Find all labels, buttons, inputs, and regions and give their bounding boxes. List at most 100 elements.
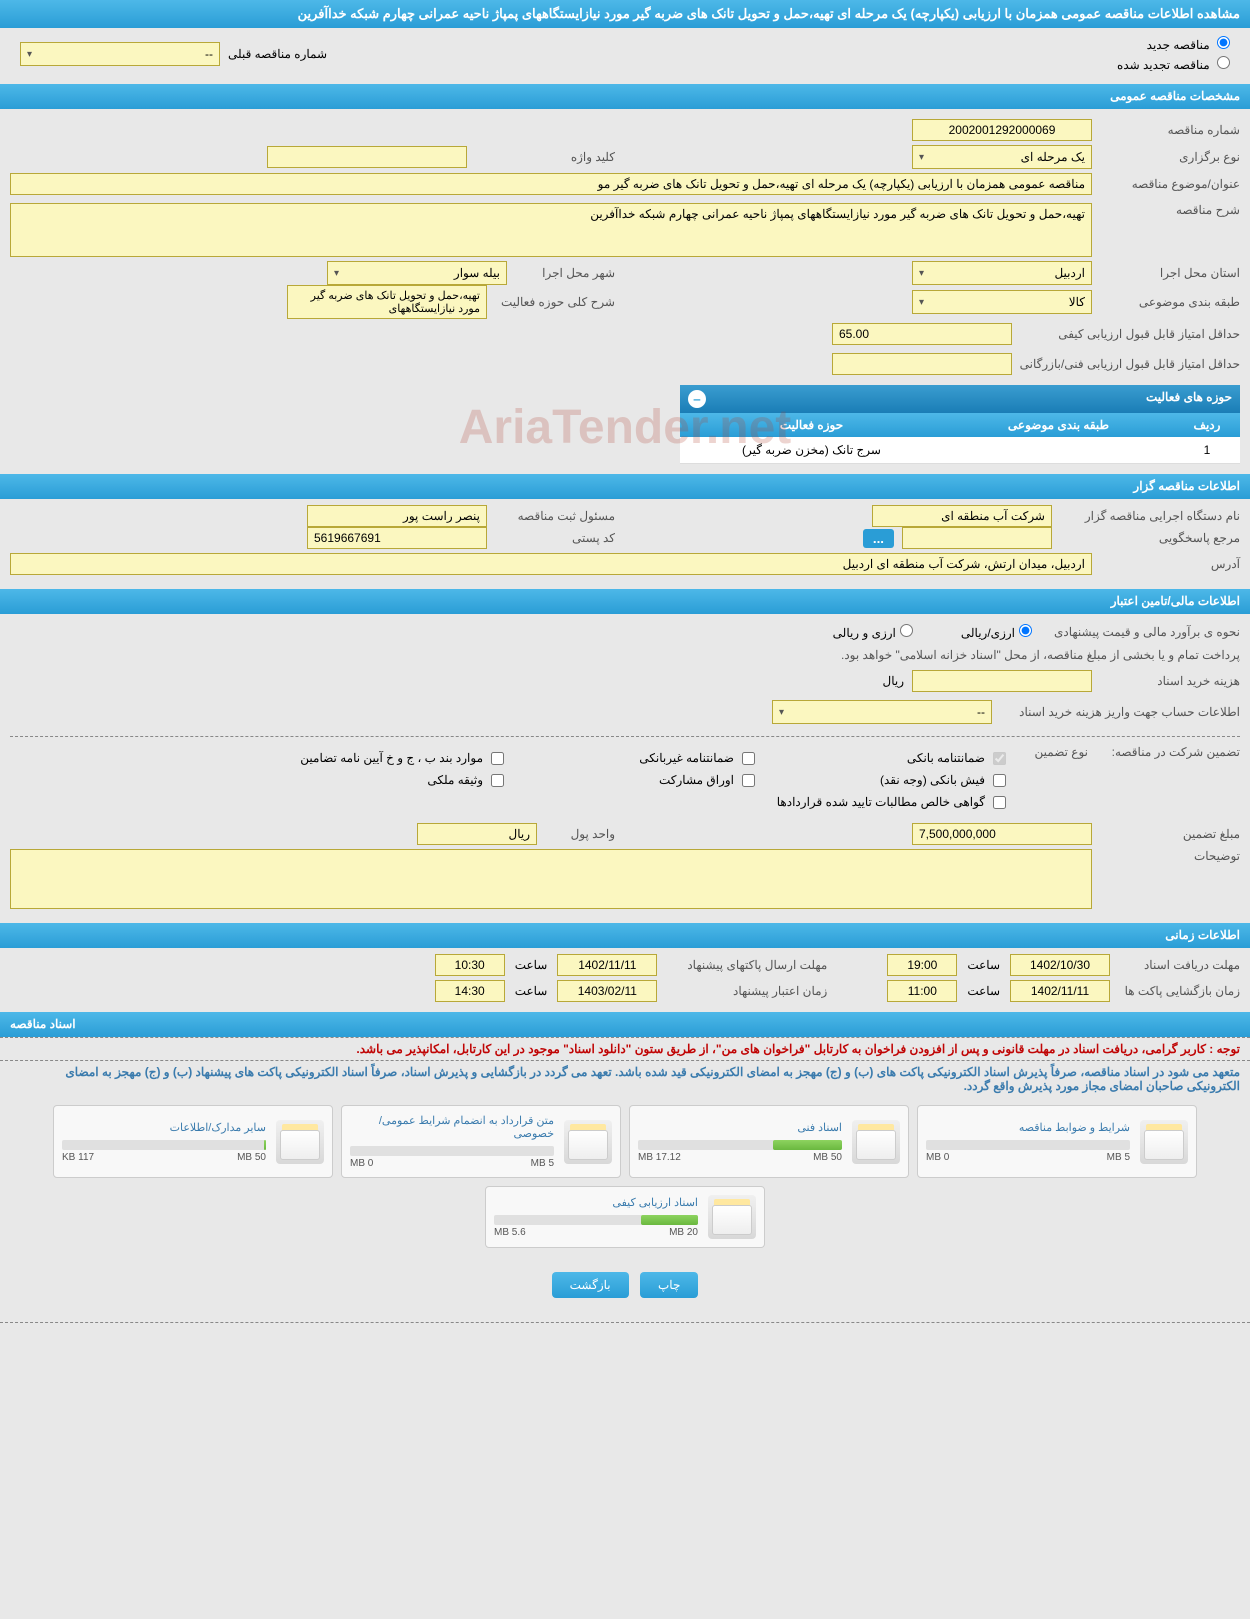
folder-icon — [852, 1120, 900, 1164]
doc-cost-field[interactable] — [912, 670, 1092, 692]
min-quality-score-field: 65.00 — [832, 323, 1012, 345]
city-label: شهر محل اجرا — [515, 266, 615, 280]
currency-unit-field: ریال — [417, 823, 537, 845]
send-deadline-time: 10:30 — [435, 954, 505, 976]
activity-desc-label: شرح کلی حوزه فعالیت — [495, 295, 615, 309]
chevron-down-icon: ▾ — [919, 297, 924, 308]
progress-bar — [62, 1140, 266, 1150]
chk-items-bpj[interactable]: موارد بند ب ، ج و خ آیین نامه تضامین — [261, 751, 504, 765]
chk-property-label: وثیقه ملکی — [427, 773, 483, 787]
activity-table-title: حوزه های فعالیت — [706, 390, 1232, 408]
chk-net-claims[interactable]: گواهی خالص مطالبات تایید شده قراردادها — [512, 795, 1006, 809]
open-time-label: زمان بازگشایی پاکت ها — [1120, 984, 1240, 998]
estimate-opt1-label: ارزی/ریالی — [961, 626, 1015, 640]
chk-securities-label: اوراق مشارکت — [659, 773, 734, 787]
payment-note: پرداخت تمام و یا بخشی از مبلغ مناقصه، از… — [10, 644, 1240, 666]
currency-unit-label: واحد پول — [545, 827, 615, 841]
description-field: تهیه،حمل و تحویل تانک های ضربه گیر مورد … — [10, 203, 1092, 257]
chk-items-bpj-label: موارد بند ب ، ج و خ آیین نامه تضامین — [300, 751, 483, 765]
hour-label-1: ساعت — [967, 958, 1000, 972]
radio-renewed-tender[interactable] — [1217, 56, 1230, 69]
min-quality-score-label: حداقل امتیاز قابل قبول ارزیابی کیفی — [1020, 327, 1240, 341]
document-item[interactable]: سایر مدارک/اطلاعات 50 MB 117 KB — [53, 1105, 333, 1178]
folder-icon — [276, 1120, 324, 1164]
note-red: توجه : کاربر گرامی، دریافت اسناد در مهلت… — [0, 1037, 1250, 1061]
guarantee-label: تضمین شرکت در مناقصه: — [1100, 745, 1240, 759]
chevron-down-icon: ▾ — [779, 707, 784, 718]
city-select[interactable]: بیله سوار ▾ — [327, 261, 507, 285]
document-item[interactable]: متن قرارداد به انضمام شرایط عمومی/خصوصی … — [341, 1105, 621, 1178]
address-label: آدرس — [1100, 557, 1240, 571]
divider — [0, 1322, 1250, 1323]
col-activity: حوزه فعالیت — [688, 418, 935, 432]
activity-table-header: ردیف طبقه بندی موضوعی حوزه فعالیت — [680, 413, 1240, 437]
notes-field[interactable] — [10, 849, 1092, 909]
province-select[interactable]: اردبیل ▾ — [912, 261, 1092, 285]
chk-nonbank-guarantee[interactable]: ضمانتنامه غیربانکی — [512, 751, 755, 765]
description-label: شرح مناقصه — [1100, 203, 1240, 217]
chk-property[interactable]: وثیقه ملکی — [261, 773, 504, 787]
radio-renewed-tender-label: مناقصه تجدید شده — [1117, 58, 1210, 72]
document-item[interactable]: شرایط و ضوابط مناقصه 5 MB 0 MB — [917, 1105, 1197, 1178]
response-ref-button[interactable]: ... — [863, 529, 894, 548]
prev-number-select[interactable]: -- ▾ — [20, 42, 220, 66]
chk-bank-receipt[interactable]: فیش بانکی (وجه نقد) — [763, 773, 1006, 787]
doc-used: 17.12 MB — [638, 1152, 681, 1163]
receive-deadline-label: مهلت دریافت اسناد — [1120, 958, 1240, 972]
hour-label-2: ساعت — [515, 958, 548, 972]
open-time: 11:00 — [887, 980, 957, 1002]
postal-field: 5619667691 — [307, 527, 487, 549]
category-select[interactable]: کالا ▾ — [912, 290, 1092, 314]
back-button[interactable]: بازگشت — [552, 1272, 629, 1298]
hour-label-4: ساعت — [515, 984, 548, 998]
type-select[interactable]: یک مرحله ای ▾ — [912, 145, 1092, 169]
registrar-field: پنصر راست پور — [307, 505, 487, 527]
keyword-field[interactable] — [267, 146, 467, 168]
postal-label: کد پستی — [495, 531, 615, 545]
divider — [10, 736, 1240, 737]
estimate-opt2-wrap[interactable]: ارزی و ریالی — [833, 624, 913, 640]
estimate-opt1-wrap[interactable]: ارزی/ریالی — [961, 624, 1032, 640]
chevron-down-icon: ▾ — [919, 268, 924, 279]
doc-used: 117 KB — [62, 1152, 94, 1163]
chk-bank-guarantee[interactable]: ضمانتنامه بانکی — [763, 751, 1006, 765]
activity-table-title-row: حوزه های فعالیت ‒ — [680, 385, 1240, 413]
document-item[interactable]: اسناد ارزیابی کیفی 20 MB 5.6 MB — [485, 1186, 765, 1248]
col-row: ردیف — [1182, 418, 1232, 432]
doc-total: 50 MB — [813, 1152, 842, 1163]
executor-field: شرکت آب منطقه ای — [872, 505, 1052, 527]
response-ref-label: مرجع پاسخگویی — [1060, 531, 1240, 545]
section-timing: اطلاعات زمانی — [0, 923, 1250, 948]
city-value: بیله سوار — [454, 266, 500, 280]
keyword-label: کلید واژه — [475, 150, 615, 164]
chevron-down-icon: ▾ — [334, 268, 339, 279]
doc-used: 5.6 MB — [494, 1227, 526, 1238]
collapse-icon[interactable]: ‒ — [688, 390, 706, 408]
row-idx: 1 — [1182, 443, 1232, 457]
radio-new-tender[interactable] — [1217, 36, 1230, 49]
address-field: اردبیل، میدان ارتش، شرکت آب منطقه ای ارد… — [10, 553, 1092, 575]
row-category — [935, 443, 1182, 457]
doc-total: 20 MB — [669, 1227, 698, 1238]
province-value: اردبیل — [1054, 266, 1085, 280]
document-item[interactable]: اسناد فنی 50 MB 17.12 MB — [629, 1105, 909, 1178]
account-info-select[interactable]: -- ▾ — [772, 700, 992, 724]
doc-title: اسناد ارزیابی کیفی — [494, 1196, 698, 1209]
account-info-label: اطلاعات حساب جهت واریز هزینه خرید اسناد — [1000, 705, 1240, 719]
doc-cost-label: هزینه خرید اسناد — [1100, 674, 1240, 688]
chk-securities[interactable]: اوراق مشارکت — [512, 773, 755, 787]
progress-bar — [926, 1140, 1130, 1150]
prev-number-label: شماره مناقصه قبلی — [228, 47, 327, 61]
radio-estimate-1[interactable] — [1019, 624, 1032, 637]
category-value: کالا — [1069, 295, 1085, 309]
radio-estimate-2[interactable] — [900, 624, 913, 637]
estimate-label: نحوه ی برآورد مالی و قیمت پیشنهادی — [1040, 625, 1240, 639]
print-button[interactable]: چاپ — [640, 1272, 698, 1298]
progress-bar — [350, 1146, 554, 1156]
folder-icon — [564, 1120, 612, 1164]
hour-label-3: ساعت — [967, 984, 1000, 998]
progress-bar — [638, 1140, 842, 1150]
folder-icon — [1140, 1120, 1188, 1164]
executor-label: نام دستگاه اجرایی مناقصه گزار — [1060, 509, 1240, 523]
guarantee-amount-label: مبلغ تضمین — [1100, 827, 1240, 841]
